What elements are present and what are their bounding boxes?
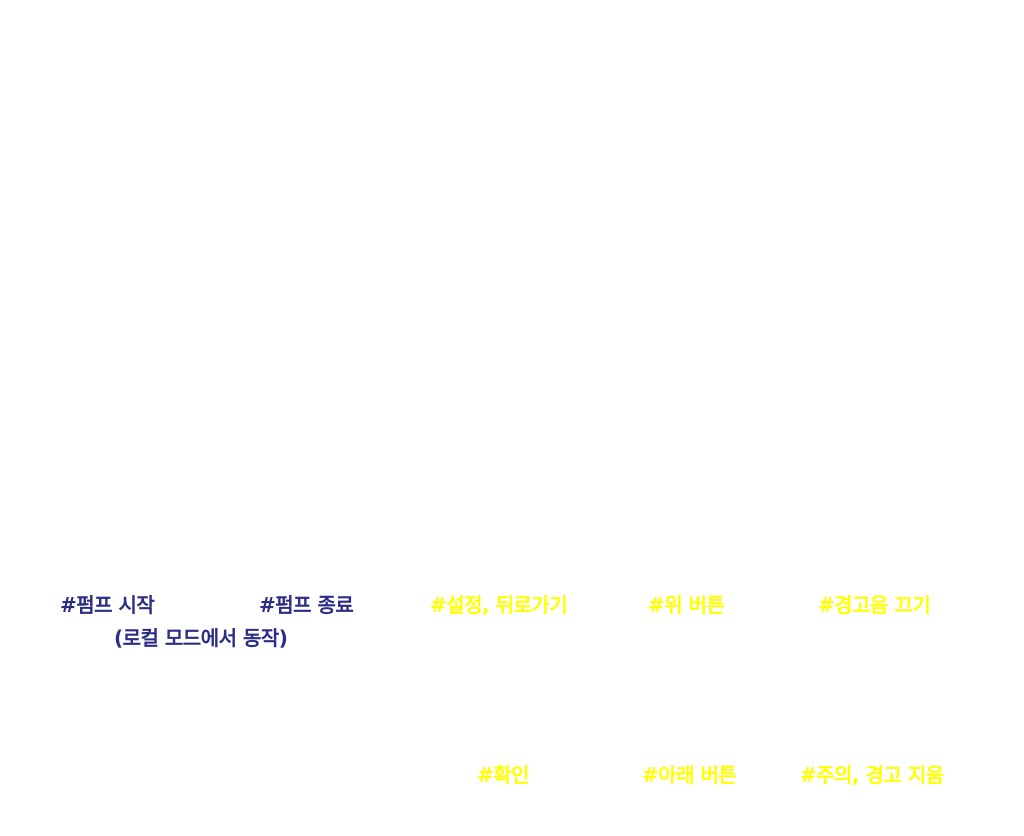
mute-alarm-label: #경고음 끄기 (818, 593, 931, 617)
pump-start-label: #펌프 시작 (60, 593, 155, 617)
confirm-label: #확인 (477, 763, 530, 787)
up-button-label: #위 버튼 (648, 593, 725, 617)
down-button-label: #아래 버튼 (642, 763, 737, 787)
local-mode-note: (로컬 모드에서 동작) (114, 626, 288, 650)
settings-back-label: #설정, 뒤로가기 (430, 593, 568, 617)
clear-warning-label: #주의, 경고 지움 (800, 763, 944, 787)
pump-stop-label: #펌프 종료 (259, 593, 354, 617)
